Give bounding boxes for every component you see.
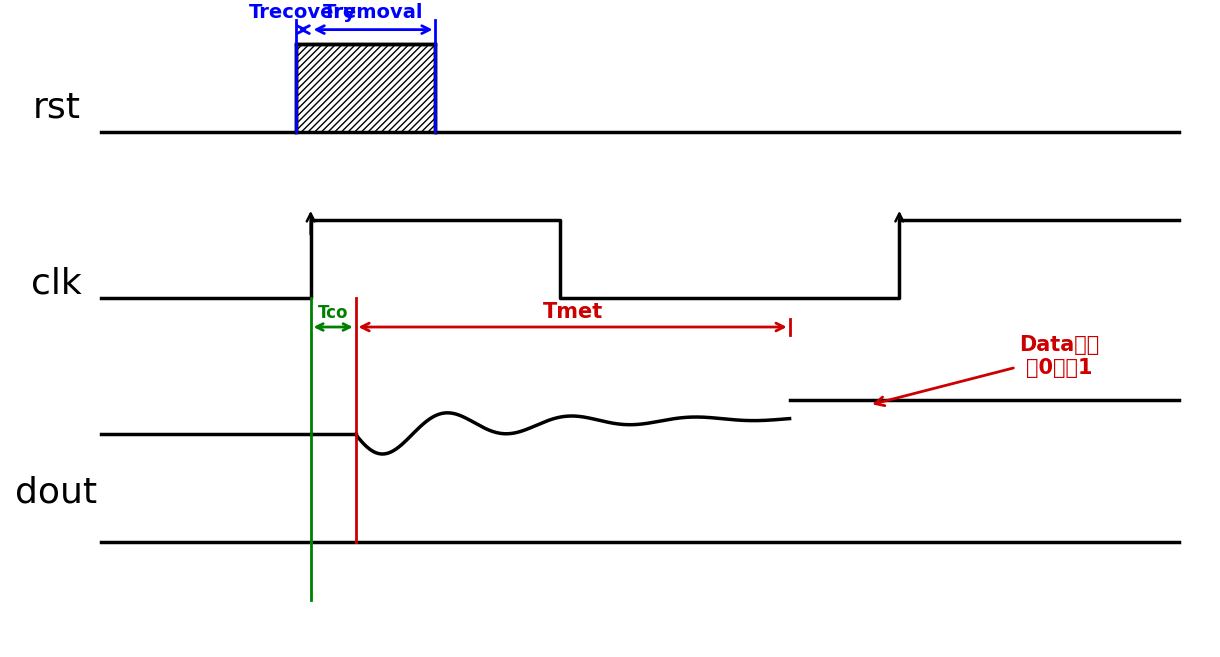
Text: Tco: Tco: [318, 304, 349, 322]
Text: rst: rst: [32, 91, 81, 125]
Text: Data稳定
为0或者1: Data稳定 为0或者1: [875, 334, 1099, 405]
Text: Tremoval: Tremoval: [323, 3, 423, 22]
Bar: [295, 44, 436, 132]
Text: Tmet: Tmet: [543, 302, 603, 322]
Text: dout: dout: [15, 476, 98, 510]
Text: clk: clk: [30, 266, 82, 300]
Text: Trecovery: Trecovery: [249, 3, 357, 22]
